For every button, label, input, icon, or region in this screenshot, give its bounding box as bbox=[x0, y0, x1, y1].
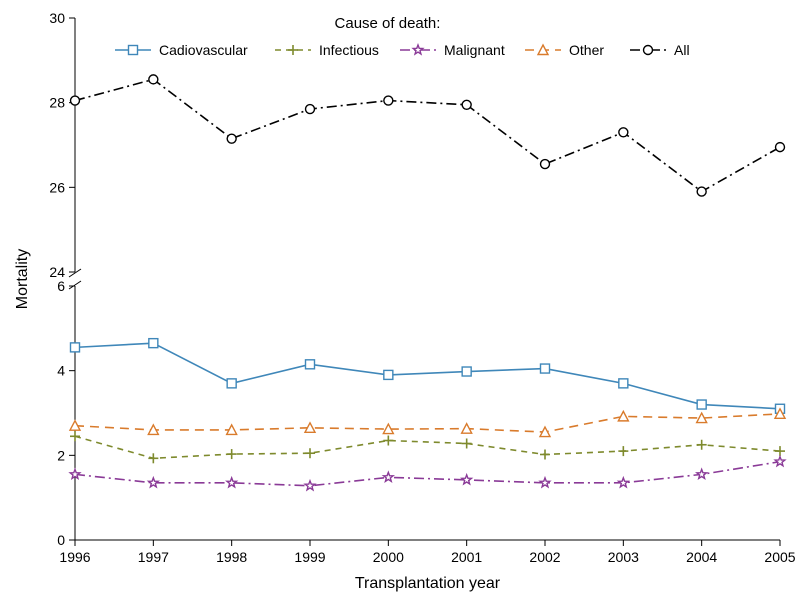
x-tick-label: 2001 bbox=[451, 549, 482, 565]
x-tick-label: 2004 bbox=[686, 549, 717, 565]
legend-label-other: Other bbox=[569, 42, 604, 58]
x-tick-label: 2003 bbox=[608, 549, 639, 565]
legend-label-infectious: Infectious bbox=[319, 42, 379, 58]
y-tick-label: 28 bbox=[49, 95, 65, 111]
legend-label-malignant: Malignant bbox=[444, 42, 505, 58]
y-axis-title: Mortality bbox=[14, 249, 31, 309]
y-tick-label: 2 bbox=[57, 447, 65, 463]
series-other bbox=[75, 414, 780, 432]
y-tick-label: 30 bbox=[49, 10, 65, 26]
y-tick-label: 24 bbox=[49, 264, 65, 280]
series-cardiovascular bbox=[75, 343, 780, 409]
legend-label-cardiovascular: Cadiovascular bbox=[159, 42, 248, 58]
chart-svg: 1996 1997 1998 1999 2000 2001 2002 2003 2004 2005… bbox=[0, 0, 800, 599]
x-tick-label: 1996 bbox=[59, 549, 90, 565]
y-tick-label: 6 bbox=[57, 278, 65, 294]
y-tick-label: 26 bbox=[49, 179, 65, 195]
x-tick-label: 1997 bbox=[138, 549, 169, 565]
y-tick-label: 4 bbox=[57, 363, 65, 379]
series-all bbox=[75, 79, 780, 191]
x-tick-label: 2000 bbox=[373, 549, 404, 565]
series-infectious bbox=[75, 436, 780, 458]
x-tick-label: 2002 bbox=[529, 549, 560, 565]
x-axis-title: Transplantation year bbox=[355, 575, 501, 592]
x-tick-label: 2005 bbox=[764, 549, 795, 565]
mortality-chart: 1996 1997 1998 1999 2000 2001 2002 2003 2004 2005… bbox=[0, 0, 800, 599]
series-malignant bbox=[75, 462, 780, 486]
legend-label-all: All bbox=[674, 42, 690, 58]
y-tick-label: 0 bbox=[57, 532, 65, 548]
legend-title: Cause of death: bbox=[335, 15, 441, 32]
x-tick-label: 1998 bbox=[216, 549, 247, 565]
x-tick-label: 1999 bbox=[294, 549, 325, 565]
